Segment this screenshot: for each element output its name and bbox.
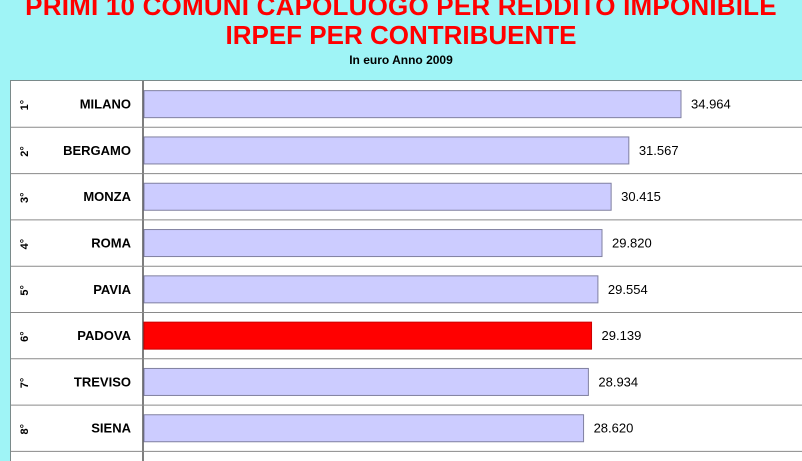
category-label: BERGAMO [63,143,131,158]
category-label: TREVISO [74,374,131,389]
data-label: 29.139 [602,328,642,343]
bar [143,229,603,258]
bar [143,136,630,165]
bar-highlight [143,321,593,350]
category-label: ROMA [91,235,131,250]
data-label: 29.820 [612,235,652,250]
category-label: PAVIA [93,282,131,297]
category-label: SIENA [91,421,131,436]
rank-label: 3° [19,192,31,203]
chart-title-line-1: PRIMI 10 COMUNI CAPOLUOGO PER REDDITO IM… [25,0,777,21]
data-label: 28.934 [598,374,638,389]
bar-chart: 1° MILANO 34.964 2° BERGAMO 31.567 3° MONZA 30.4… [11,81,802,461]
data-label: 31.567 [639,143,679,158]
rank-label: 2° [19,146,31,157]
bar [143,182,612,211]
bar [143,367,589,396]
bar [143,90,682,119]
bar [143,275,599,304]
rank-label: 4° [19,239,31,250]
data-label: 28.620 [594,421,634,436]
data-label: 29.554 [608,282,648,297]
category-label: MONZA [83,189,131,204]
rank-label: 1° [19,100,31,111]
rank-label: 7° [19,378,31,389]
chart-subtitle: In euro Anno 2009 [349,53,453,67]
category-label: MILANO [80,97,131,112]
data-label: 30.415 [621,189,661,204]
rank-label: 6° [19,331,31,342]
chart-title-line-2: IRPEF PER CONTRIBUENTE [225,20,577,50]
rank-label: 8° [19,424,31,435]
rank-label: 5° [19,285,31,296]
bar [143,414,585,443]
data-label: 34.964 [691,97,731,112]
category-label: PADOVA [77,328,131,343]
chart-panel: 1° MILANO 34.964 2° BERGAMO 31.567 3° MONZA 30.4… [10,80,802,461]
